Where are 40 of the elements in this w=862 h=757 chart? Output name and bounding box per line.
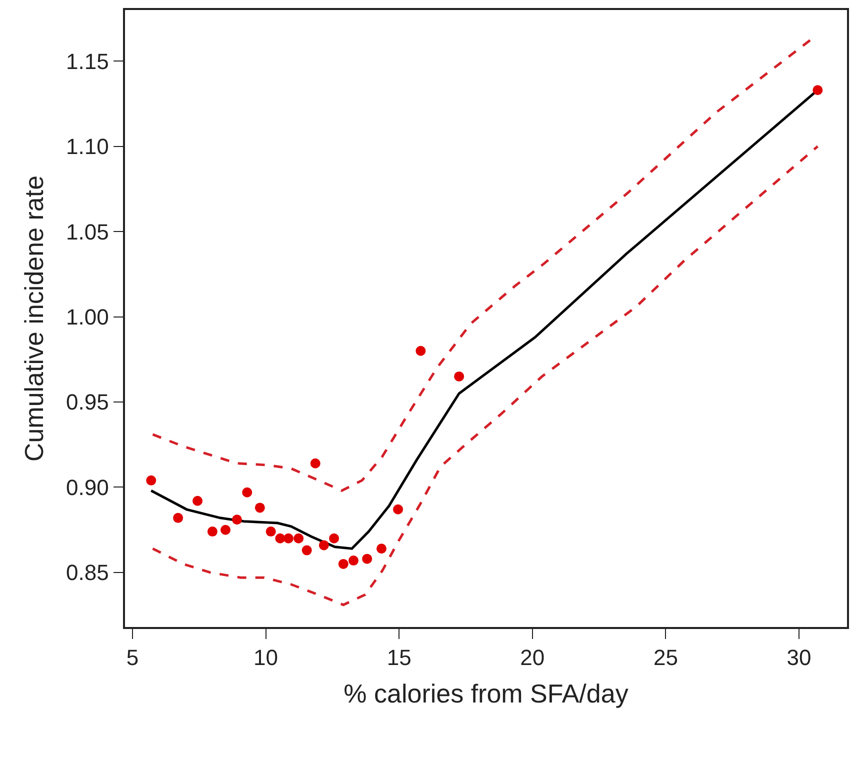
point	[393, 504, 404, 514]
point	[294, 533, 304, 544]
y-tick-label: 1.00	[66, 304, 109, 330]
point	[242, 487, 252, 498]
y-axis-title: Cumulative incidene rate	[18, 175, 49, 462]
point	[302, 545, 312, 556]
y-tick-label: 1.05	[66, 219, 109, 244]
x-tick-label: 25	[653, 645, 678, 670]
point	[362, 554, 372, 564]
point	[275, 533, 286, 544]
x-axis-title: % calories from SFA/day	[344, 678, 628, 708]
y-tick-label: 1.10	[66, 134, 109, 160]
y-tick-label: 1.15	[66, 48, 109, 74]
point	[283, 533, 294, 544]
point	[310, 458, 320, 468]
point	[254, 502, 265, 513]
point	[207, 526, 218, 537]
point	[416, 346, 426, 356]
x-tick-label: 30	[786, 645, 812, 670]
point	[220, 524, 231, 535]
x-tick-label: 15	[386, 645, 412, 670]
point	[232, 514, 242, 525]
point	[338, 558, 348, 569]
x-tick-label: 5	[126, 645, 139, 670]
point	[173, 512, 184, 523]
point	[266, 526, 276, 537]
line-series	[151, 145, 819, 606]
point	[146, 475, 156, 486]
point	[192, 496, 203, 506]
y-tick-label: 0.95	[66, 390, 109, 415]
point	[454, 371, 464, 382]
point	[812, 85, 823, 96]
point	[318, 540, 329, 550]
point	[376, 544, 386, 554]
point	[348, 556, 358, 566]
y-tick-label: 0.85	[66, 560, 109, 586]
x-tick-label: 20	[520, 645, 545, 670]
point	[329, 533, 340, 544]
y-tick-label: 0.90	[66, 474, 109, 500]
x-tick-label: 10	[254, 645, 278, 670]
